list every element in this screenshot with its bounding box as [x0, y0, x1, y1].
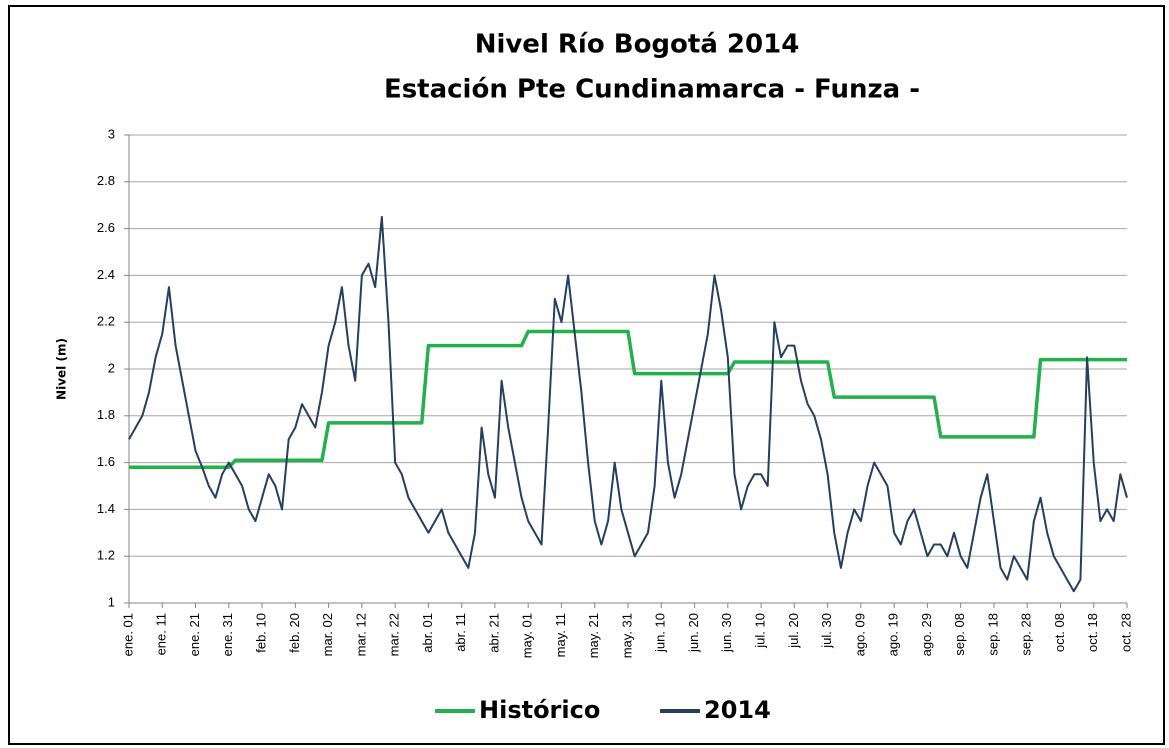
x-tick-label: jul. 30: [819, 613, 834, 649]
y-tick-label: 2: [108, 360, 115, 375]
x-tick-label: may. 01: [520, 613, 535, 658]
x-tick-label: feb. 20: [287, 613, 302, 653]
y-axis-title: Nivel (m): [55, 338, 69, 400]
x-tick-label: sep. 18: [985, 613, 1000, 656]
x-tick-label: oct. 08: [1052, 613, 1067, 652]
y-tick-label: 1.4: [97, 501, 115, 516]
x-tick-label: oct. 18: [1085, 613, 1100, 652]
x-tick-label: may. 31: [619, 613, 634, 658]
y-tick-label: 2.8: [97, 173, 115, 188]
x-tick-label: abr. 01: [420, 613, 435, 653]
x-tick-label: mar. 12: [353, 613, 368, 656]
series-line: [128, 215, 1128, 593]
x-tick-label: jun. 30: [719, 613, 734, 653]
series-line: [129, 329, 1127, 470]
x-tick-label: jul. 20: [786, 613, 801, 649]
x-tick-label: may. 21: [586, 613, 601, 658]
y-tick-label: 1.6: [97, 454, 115, 469]
y-tick-label: 1.2: [97, 548, 115, 563]
x-tick-label: sep. 28: [1019, 613, 1034, 656]
x-tick-label: sep. 08: [952, 613, 967, 656]
x-tick-label: ene. 31: [220, 613, 235, 656]
x-tick-label: ago. 29: [919, 613, 934, 656]
chart-title: Nivel Río Bogotá 2014: [475, 30, 800, 60]
x-tick-label: abr. 21: [486, 613, 501, 653]
x-tick-label: jul. 10: [753, 613, 768, 649]
x-tick-label: oct. 28: [1118, 613, 1133, 652]
y-tick-label: 2.4: [97, 267, 115, 282]
x-tick-label: ago. 09: [852, 613, 867, 656]
x-tick-label: may. 11: [553, 613, 568, 657]
legend-label: Histórico: [479, 696, 600, 724]
x-tick-label: mar. 22: [387, 613, 402, 656]
y-tick-label: 1: [108, 594, 115, 609]
y-tick-label: 1.8: [97, 407, 115, 422]
x-tick-label: mar. 02: [320, 613, 335, 656]
x-tick-label: jun. 20: [686, 613, 701, 653]
x-tick-label: jun. 10: [653, 613, 668, 653]
x-tick-label: ene. 01: [120, 613, 135, 656]
x-tick-label: feb. 10: [254, 613, 269, 653]
x-tick-label: ene. 11: [154, 613, 169, 655]
y-tick-label: 2.2: [97, 314, 115, 329]
x-tick-label: abr. 11: [453, 613, 468, 652]
y-tick-label: 3: [108, 126, 115, 141]
legend-label: 2014: [704, 696, 771, 724]
chart-frame: [8, 5, 1165, 745]
chart-subtitle: Estación Pte Cundinamarca - Funza -: [384, 75, 920, 105]
y-tick-label: 2.6: [97, 220, 115, 235]
x-tick-label: ene. 21: [187, 613, 202, 656]
x-tick-label: ago. 19: [886, 613, 901, 656]
